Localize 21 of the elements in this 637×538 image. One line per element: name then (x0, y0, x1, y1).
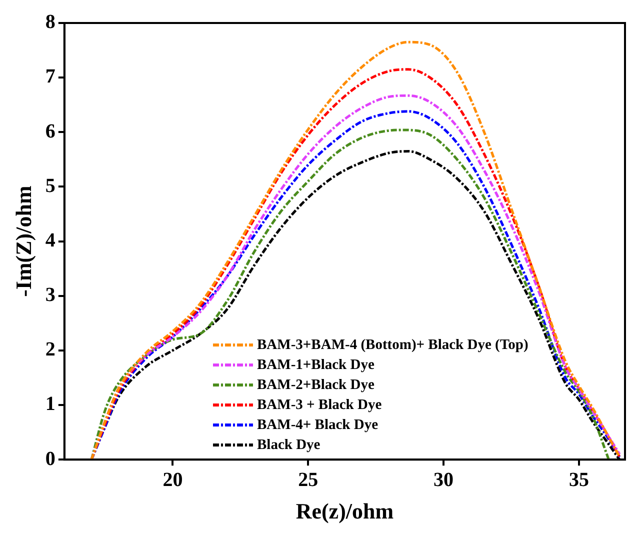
y-tick-label: 5 (45, 174, 56, 197)
x-tick-label: 20 (162, 468, 183, 491)
x-axis-title: Re(z)/ohm (296, 498, 394, 524)
y-tick-label: 0 (45, 448, 56, 470)
x-tick-label: 30 (434, 468, 454, 491)
y-axis-title: -Im(Z)/ohm (10, 186, 36, 297)
y-tick-label: 7 (45, 66, 56, 88)
legend-label: BAM-1+Black Dye (257, 356, 374, 374)
y-tick-label: 6 (45, 120, 56, 142)
y-tick-label: 3 (45, 284, 56, 306)
y-tick-label: 2 (45, 338, 56, 361)
y-tick-label: 4 (45, 229, 56, 252)
legend-label: Black Dye (257, 436, 320, 454)
legend-label: BAM-4+ Black Dye (257, 416, 378, 434)
x-tick-label: 35 (568, 468, 589, 491)
legend-label: BAM-3 + Black Dye (257, 396, 382, 414)
x-tick-label: 25 (298, 468, 318, 491)
y-tick-label: 8 (45, 11, 56, 34)
legend-label: BAM-3+BAM-4 (Bottom)+ Black Dye (Top) (257, 336, 528, 354)
legend-label: BAM-2+Black Dye (257, 376, 374, 394)
y-tick-label: 1 (45, 393, 56, 416)
